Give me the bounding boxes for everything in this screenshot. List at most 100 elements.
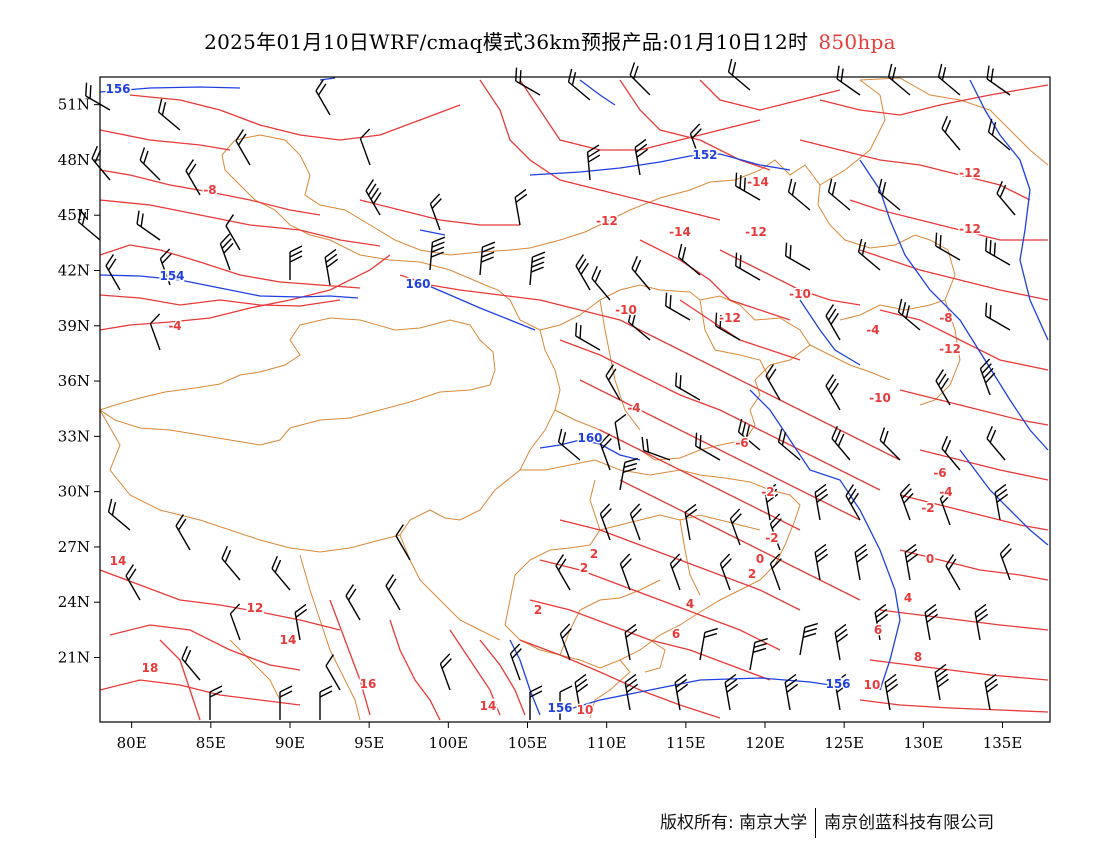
wind-barb <box>575 254 591 291</box>
wind-barb <box>996 180 1016 216</box>
wind-barb <box>624 673 639 711</box>
temperature-contour-line <box>99 569 341 631</box>
wind-barb <box>825 374 841 411</box>
wind-barb <box>999 543 1012 581</box>
temperature-contour-line <box>639 239 791 321</box>
wind-barb <box>289 245 303 280</box>
temperature-contour-label: -8 <box>203 183 216 197</box>
temperature-contour-label: 16 <box>360 677 377 691</box>
temperature-contour-label: -10 <box>789 287 811 301</box>
wind-barb <box>787 178 811 211</box>
temperature-contour-label: 0 <box>926 552 934 566</box>
wind-barb <box>529 685 543 720</box>
temperature-contour-line <box>529 599 771 681</box>
wind-barb <box>107 498 131 531</box>
temperature-contour-line <box>899 494 1049 531</box>
wind-barb <box>619 553 632 591</box>
wind-barb <box>874 603 889 641</box>
wind-barb <box>735 172 761 201</box>
wind-barb <box>984 673 999 711</box>
wind-barb <box>619 457 638 491</box>
wind-barb <box>764 483 779 521</box>
wind-barb <box>735 252 761 281</box>
wind-barb <box>136 210 161 241</box>
temperature-contour-line <box>599 429 801 531</box>
wind-barb <box>559 623 572 661</box>
wind-barb <box>557 428 581 461</box>
wind-barb <box>715 312 741 341</box>
wind-barb <box>986 425 1006 461</box>
lon-tick-label: 90E <box>275 734 305 752</box>
wind-barb <box>695 432 721 461</box>
wind-barb <box>769 553 782 591</box>
lon-tick-label: 130E <box>904 734 944 752</box>
lat-tick-label: 24N <box>58 593 90 611</box>
wind-barb <box>877 178 901 211</box>
chart-title: 2025年01月10日WRF/cmaq模式36km预报产品:01月10日12时 8… <box>0 26 1100 55</box>
wind-barb <box>986 65 1011 96</box>
wind-barb <box>669 553 682 591</box>
temperature-contour-label: -2 <box>921 501 934 515</box>
temperature-contour-line <box>919 449 1049 481</box>
geopotential-contour-label: 152 <box>692 148 717 162</box>
wind-barb <box>935 232 961 261</box>
footer-divider <box>815 808 817 838</box>
lat-tick-label: 42N <box>58 262 90 280</box>
wind-barb <box>175 514 191 551</box>
wind-barb <box>209 685 223 720</box>
lon-tick-label: 135E <box>983 734 1023 752</box>
wind-barb <box>769 513 782 551</box>
wind-barb <box>605 364 621 401</box>
wind-barb <box>559 685 573 720</box>
temperature-contour-line <box>859 249 1049 301</box>
wind-barb <box>219 233 234 271</box>
wind-barb <box>675 372 701 401</box>
wind-barb <box>677 243 701 276</box>
temperature-contour-line <box>99 129 231 151</box>
wind-barb <box>814 543 829 581</box>
wind-barb <box>515 67 541 96</box>
temperature-contour-label: 6 <box>672 627 680 641</box>
wind-barb <box>985 302 1011 331</box>
temperature-contour-line <box>99 254 391 331</box>
wind-barb <box>586 144 601 181</box>
temperature-contour-label: -12 <box>719 311 741 325</box>
lon-tick-label: 110E <box>587 734 627 752</box>
temperature-contour-label: -14 <box>669 225 691 239</box>
lat-tick-label: 45N <box>58 206 90 224</box>
wind-barb <box>365 179 382 216</box>
temperature-contour-line <box>99 244 361 289</box>
wind-barb <box>941 435 961 471</box>
latitude-axis: 51N 48N 45N 42N 39N 36N 33N 30N 27N 24N 21N <box>58 96 100 667</box>
wind-barb <box>345 584 361 621</box>
wind-barb <box>674 673 689 711</box>
wind-barb <box>689 123 702 161</box>
temperature-contour-line <box>519 79 761 151</box>
wind-barb <box>827 178 851 211</box>
temperature-contour-label: 2 <box>534 603 542 617</box>
wind-barb <box>699 627 718 661</box>
wind-barb <box>814 483 829 521</box>
geopotential-contour-label: 156 <box>547 701 572 715</box>
wind-barb <box>765 364 781 401</box>
temperature-contour-line <box>449 629 501 716</box>
lat-tick-label: 30N <box>58 483 90 501</box>
wind-barb <box>854 543 869 581</box>
wind-barb <box>279 685 293 720</box>
temperature-contour-label: 0 <box>756 552 764 566</box>
wind-barb <box>934 663 949 701</box>
temperature-contour-label: -4 <box>627 401 640 415</box>
temperature-contour-line <box>539 559 781 651</box>
lat-tick-label: 21N <box>58 649 90 667</box>
pressure-level: 850hpa <box>818 30 896 54</box>
wind-barb <box>614 413 627 451</box>
lat-tick-label: 27N <box>58 538 90 556</box>
geopotential-contour-label: 156 <box>105 82 130 96</box>
wind-barb <box>939 488 952 526</box>
wind-barbs <box>77 58 1016 720</box>
wind-barb <box>529 251 546 286</box>
longitude-axis: 80E 85E 90E 95E 100E 105E 110E 115E 120E 125E 130E… <box>117 722 1023 752</box>
temperature-contour-label: -12 <box>959 166 981 180</box>
temperature-contour-line <box>899 389 1049 426</box>
